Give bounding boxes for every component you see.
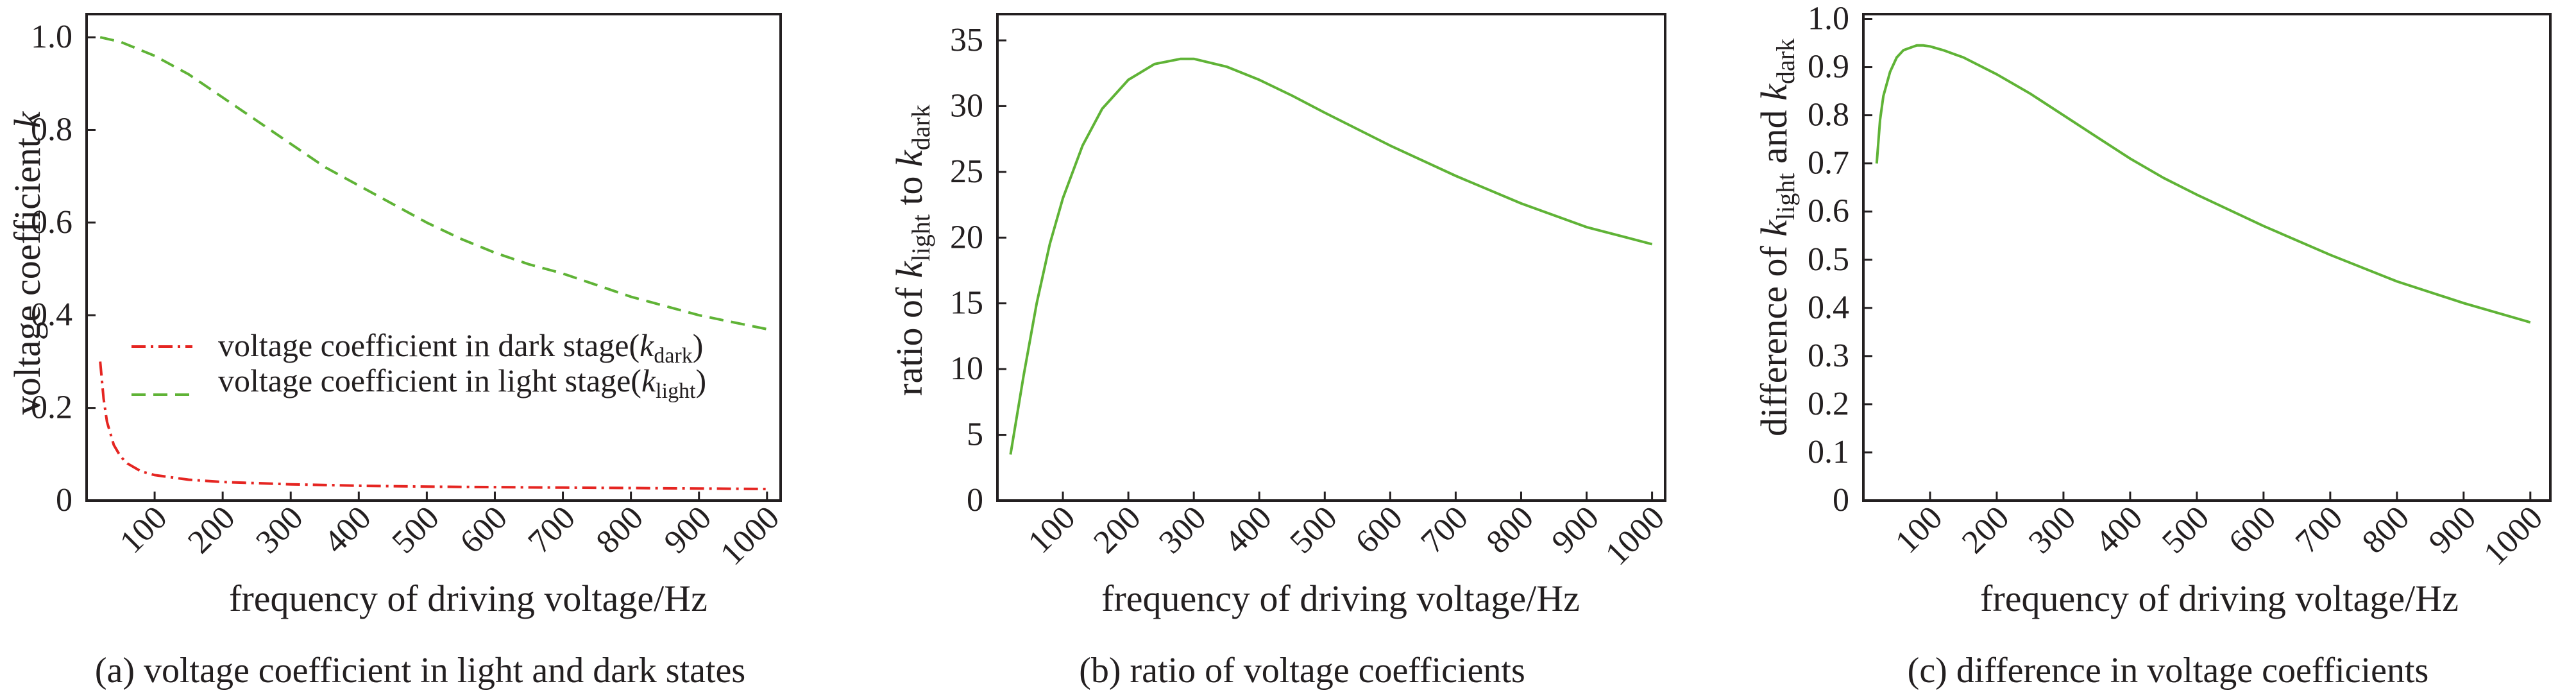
y-tick-label: 0: [967, 482, 983, 519]
y-tick-label: 5: [967, 416, 983, 453]
y-tick-label: 10: [950, 350, 983, 387]
series-line-0: [1009, 57, 1653, 455]
series-line-0: [1875, 44, 2531, 324]
y-tick-label: 0.8: [1808, 97, 1849, 133]
y-tick-label: 0.3: [1808, 338, 1849, 374]
x-tick-label: 700: [521, 499, 582, 560]
y-tick-label: 1.0: [31, 19, 72, 55]
x-tick-label: 500: [385, 499, 446, 560]
y-tick-label: 0.2: [31, 390, 72, 426]
panel-b: 0 5 10 15 20 25 30 35 100 200 300 400 500 600 700 800 90…: [888, 13, 1672, 691]
x-tick-label: 1000: [713, 499, 786, 572]
x-tick-label: 700: [2289, 499, 2350, 560]
panel-c-y-axis-label: difference of klight and kdark: [1753, 39, 1800, 436]
legend-label-dark: voltage coefficient in dark stage(kdark): [218, 327, 703, 368]
panel-a-caption: (a) voltage coefficient in light and dar…: [95, 651, 745, 691]
y-tick-label: 0: [56, 482, 72, 519]
panel-c: 0 0.1 0.2 0.3 0.4 0.5 0.6 0.7 0.8 0.9 1.0 100 200 300…: [1753, 1, 2552, 691]
x-tick-label: 500: [2155, 499, 2216, 560]
y-tick-label: 0.5: [1808, 241, 1849, 278]
y-tick-label: 0.6: [31, 204, 72, 241]
y-tick-label: 25: [950, 153, 983, 190]
panel-a-x-axis-label: frequency of driving voltage/Hz: [229, 578, 708, 619]
x-tick-label: 600: [2222, 499, 2283, 560]
y-tick-label: 0.6: [1808, 193, 1849, 230]
x-tick-label: 900: [1545, 499, 1606, 560]
panel-b-y-axis-label: ratio of klight to kdark: [888, 105, 935, 396]
panel-a-y-axis-label: voltage coefficient k: [6, 111, 48, 415]
x-tick-label: 600: [1348, 499, 1409, 560]
y-tick-label: 0.7: [1808, 145, 1849, 182]
panel-a-legend: voltage coefficient in dark stage(kdark)…: [131, 327, 706, 403]
y-tick-label: 0.4: [31, 296, 72, 333]
x-tick-label: 100: [1021, 499, 1082, 560]
x-tick-label: 600: [453, 499, 514, 560]
series-line-0: [99, 361, 767, 490]
x-tick-label: 800: [589, 499, 650, 560]
x-tick-label: 200: [1955, 499, 2016, 560]
x-tick-label: 900: [657, 499, 718, 560]
panel-a: 0 0.2 0.4 0.6 0.8 1.0 100 200 300 400 500 600 700 800…: [6, 13, 786, 691]
panel-c-caption: (c) difference in voltage coefficients: [1908, 651, 2429, 691]
panel-b-caption: (b) ratio of voltage coefficients: [1079, 651, 1525, 691]
x-tick-label: 100: [113, 499, 174, 560]
x-tick-label: 300: [249, 499, 310, 560]
y-tick-label: 1.0: [1808, 1, 1849, 37]
panel-b-x-axis-label: frequency of driving voltage/Hz: [1101, 578, 1580, 619]
y-tick-label: 0.2: [1808, 386, 1849, 422]
x-tick-label: 400: [2089, 499, 2149, 560]
y-tick-label: 0.8: [31, 111, 72, 148]
x-tick-label: 100: [1888, 499, 1949, 560]
y-tick-label: 15: [950, 285, 983, 322]
plot-frame: [85, 13, 782, 502]
y-tick-label: 0.4: [1808, 289, 1849, 326]
plot-frame: [996, 13, 1666, 502]
x-tick-label: 200: [181, 499, 242, 560]
x-tick-label: 500: [1283, 499, 1344, 560]
x-tick-label: 900: [2422, 499, 2483, 560]
y-tick-label: 20: [950, 219, 983, 255]
x-tick-label: 1000: [2477, 499, 2550, 572]
y-tick-label: 30: [950, 87, 983, 124]
legend-label-light: voltage coefficient in light stage(kligh…: [218, 363, 706, 403]
panel-b-plot: 0 5 10 15 20 25 30 35 100 200 300 400 500 600 700 800 90…: [950, 13, 1672, 572]
series-line-1: [99, 36, 768, 330]
y-tick-label: 0.1: [1808, 434, 1849, 470]
y-tick-label: 0.9: [1808, 49, 1849, 85]
y-tick-label: 35: [950, 22, 983, 58]
plot-frame: [1862, 13, 2552, 502]
panel-a-plot: 0 0.2 0.4 0.6 0.8 1.0 100 200 300 400 500 600 700 800…: [31, 13, 786, 572]
panel-c-plot: 0 0.1 0.2 0.3 0.4 0.5 0.6 0.7 0.8 0.9 1.0 100 200 300…: [1808, 1, 2552, 572]
x-tick-label: 400: [1217, 499, 1278, 560]
y-tick-label: 0: [1833, 482, 1849, 519]
x-tick-label: 400: [317, 499, 378, 560]
x-tick-label: 300: [2022, 499, 2083, 560]
x-tick-label: 800: [2355, 499, 2416, 560]
x-tick-label: 700: [1414, 499, 1475, 560]
x-tick-label: 300: [1152, 499, 1213, 560]
panel-c-x-axis-label: frequency of driving voltage/Hz: [1980, 578, 2459, 619]
x-tick-label: 200: [1087, 499, 1148, 560]
x-tick-label: 800: [1479, 499, 1540, 560]
x-tick-label: 1000: [1598, 499, 1672, 572]
